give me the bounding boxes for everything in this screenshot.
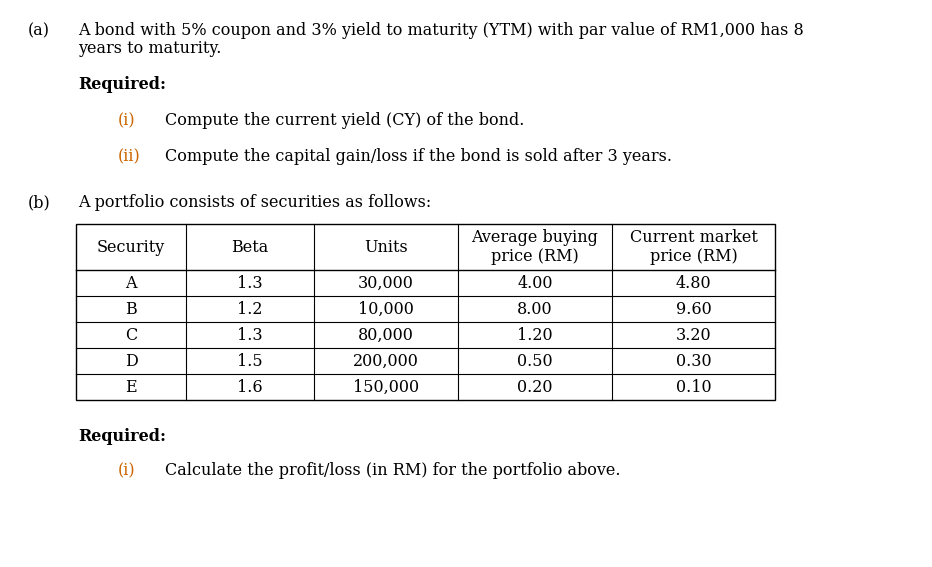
Text: Security: Security bbox=[97, 239, 165, 256]
Text: 4.00: 4.00 bbox=[517, 274, 553, 291]
Text: 3.20: 3.20 bbox=[676, 327, 711, 344]
Text: 1.6: 1.6 bbox=[237, 379, 263, 396]
Text: 1.20: 1.20 bbox=[517, 327, 553, 344]
Text: Compute the current yield (CY) of the bond.: Compute the current yield (CY) of the bo… bbox=[165, 112, 525, 129]
Text: 1.2: 1.2 bbox=[238, 301, 263, 318]
Text: 0.30: 0.30 bbox=[676, 353, 711, 370]
Text: D: D bbox=[125, 353, 137, 370]
Text: 1.5: 1.5 bbox=[237, 353, 263, 370]
Text: 200,000: 200,000 bbox=[353, 353, 419, 370]
Text: 30,000: 30,000 bbox=[358, 274, 414, 291]
Text: years to maturity.: years to maturity. bbox=[78, 40, 222, 57]
Text: C: C bbox=[125, 327, 137, 344]
Text: 9.60: 9.60 bbox=[676, 301, 711, 318]
Bar bbox=[76, 224, 775, 400]
Text: A bond with 5% coupon and 3% yield to maturity (YTM) with par value of RM1,000 h: A bond with 5% coupon and 3% yield to ma… bbox=[78, 22, 803, 39]
Text: 150,000: 150,000 bbox=[353, 379, 419, 396]
Text: 0.10: 0.10 bbox=[676, 379, 711, 396]
Text: 0.20: 0.20 bbox=[517, 379, 553, 396]
Text: 4.80: 4.80 bbox=[676, 274, 711, 291]
Text: B: B bbox=[125, 301, 137, 318]
Text: 1.3: 1.3 bbox=[237, 327, 263, 344]
Text: Compute the capital gain/loss if the bond is sold after 3 years.: Compute the capital gain/loss if the bon… bbox=[165, 148, 672, 165]
Text: Calculate the profit/loss (in RM) for the portfolio above.: Calculate the profit/loss (in RM) for th… bbox=[165, 462, 621, 479]
Text: (b): (b) bbox=[28, 194, 50, 211]
Text: 10,000: 10,000 bbox=[358, 301, 414, 318]
Text: (a): (a) bbox=[28, 22, 50, 39]
Text: 80,000: 80,000 bbox=[358, 327, 414, 344]
Text: Average buying
price (RM): Average buying price (RM) bbox=[472, 229, 598, 265]
Text: (i): (i) bbox=[118, 462, 136, 479]
Text: 8.00: 8.00 bbox=[517, 301, 553, 318]
Text: Beta: Beta bbox=[231, 239, 268, 256]
Text: E: E bbox=[125, 379, 137, 396]
Text: 0.50: 0.50 bbox=[517, 353, 553, 370]
Text: (i): (i) bbox=[118, 112, 136, 129]
Text: (ii): (ii) bbox=[118, 148, 141, 165]
Text: A: A bbox=[125, 274, 137, 291]
Text: Current market
price (RM): Current market price (RM) bbox=[629, 229, 758, 265]
Text: Units: Units bbox=[364, 239, 408, 256]
Text: A portfolio consists of securities as follows:: A portfolio consists of securities as fo… bbox=[78, 194, 432, 211]
Text: 1.3: 1.3 bbox=[237, 274, 263, 291]
Text: Required:: Required: bbox=[78, 428, 166, 445]
Text: Required:: Required: bbox=[78, 76, 166, 93]
